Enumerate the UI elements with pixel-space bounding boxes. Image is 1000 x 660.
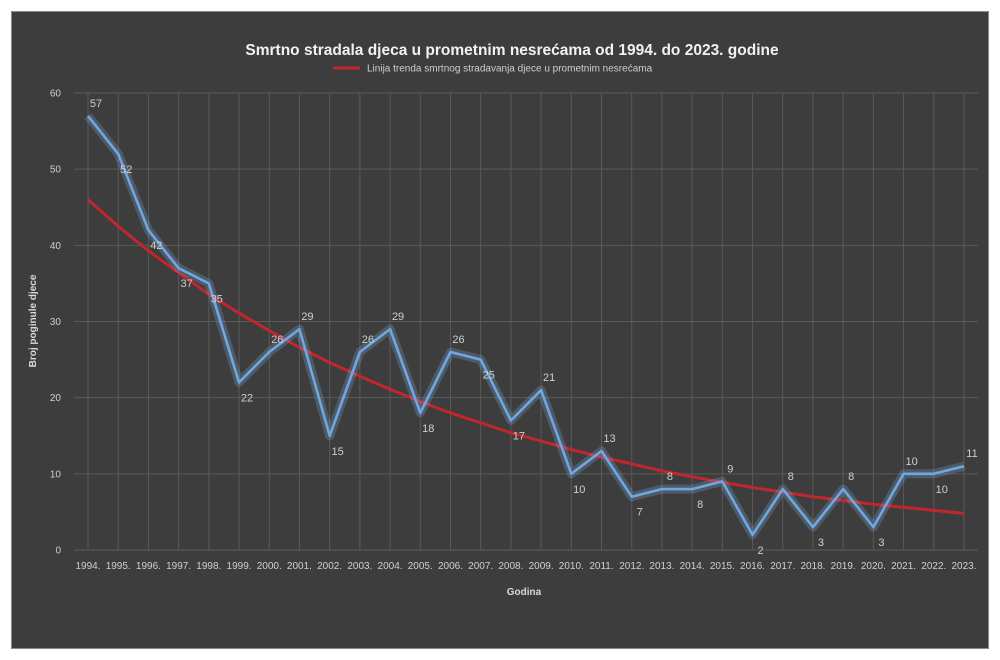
series-line bbox=[86, 115, 965, 537]
x-tick-label: 2021. bbox=[891, 561, 916, 572]
x-tick-label: 1997. bbox=[166, 561, 191, 572]
data-label: 29 bbox=[301, 311, 313, 323]
y-tick-label: 30 bbox=[50, 317, 62, 328]
x-tick-label: 2015. bbox=[710, 561, 735, 572]
data-label: 10 bbox=[936, 484, 948, 496]
data-label: 35 bbox=[211, 293, 223, 305]
data-label: 2 bbox=[757, 545, 763, 557]
x-tick-label: 2003. bbox=[347, 561, 372, 572]
data-label: 57 bbox=[90, 98, 102, 110]
y-axis-title: Broj poginule djece bbox=[28, 274, 39, 367]
x-tick-label: 1996. bbox=[136, 561, 161, 572]
data-label: 26 bbox=[362, 334, 374, 346]
legend-trend-label: Linija trenda smrtnog stradavanja djece … bbox=[367, 64, 653, 75]
data-label: 25 bbox=[483, 370, 495, 382]
data-label: 8 bbox=[697, 499, 703, 511]
grid-layer bbox=[74, 92, 978, 551]
x-tick-label: 2023. bbox=[951, 561, 976, 572]
x-tick-label: 2012. bbox=[619, 561, 644, 572]
x-tick-label: 2020. bbox=[861, 561, 886, 572]
x-tick-label: 2007. bbox=[468, 561, 493, 572]
x-tick-label: 1995. bbox=[106, 561, 131, 572]
data-label: 37 bbox=[180, 278, 192, 290]
x-axis-title: Godina bbox=[507, 587, 542, 598]
data-label: 7 bbox=[637, 507, 643, 519]
chart-frame: Smrtno stradala djeca u prometnim nesreć… bbox=[11, 11, 989, 649]
x-tick-label: 2000. bbox=[257, 561, 282, 572]
trend-line bbox=[87, 198, 965, 515]
x-tick-label: 2022. bbox=[921, 561, 946, 572]
data-label: 13 bbox=[603, 433, 615, 445]
y-tick-label: 0 bbox=[55, 546, 61, 557]
data-label: 10 bbox=[573, 484, 585, 496]
x-tick-label: 2016. bbox=[740, 561, 765, 572]
x-tick-label: 2011. bbox=[589, 561, 613, 572]
data-label: 8 bbox=[788, 471, 794, 483]
data-label: 9 bbox=[727, 463, 733, 475]
x-tick-label: 2009. bbox=[529, 561, 554, 572]
data-label: 8 bbox=[667, 471, 673, 483]
x-tick-label: 2017. bbox=[770, 561, 795, 572]
data-label: 3 bbox=[878, 537, 884, 549]
x-tick-label: 1999. bbox=[227, 561, 252, 572]
x-tick-label: 1994. bbox=[75, 561, 100, 572]
chart-svg: Smrtno stradala djeca u prometnim nesreć… bbox=[28, 42, 978, 598]
data-label: 15 bbox=[332, 446, 344, 458]
x-tick-label: 2001. bbox=[287, 561, 312, 572]
x-tick-label: 2014. bbox=[680, 561, 705, 572]
data-label: 22 bbox=[241, 392, 253, 404]
data-label: 18 bbox=[422, 423, 434, 435]
x-tick-label: 2005. bbox=[408, 561, 433, 572]
y-tick-label: 50 bbox=[50, 165, 62, 176]
data-label: 3 bbox=[818, 537, 824, 549]
data-label: 52 bbox=[120, 164, 132, 176]
data-label: 21 bbox=[543, 372, 555, 384]
y-tick-label: 20 bbox=[50, 393, 62, 404]
x-tick-labels: 1994. 1995. 1996. 1997. 1998. 1999. 2000. 2001.… bbox=[75, 561, 976, 572]
data-label: 26 bbox=[271, 334, 283, 346]
x-tick-label: 2019. bbox=[831, 561, 856, 572]
data-label: 17 bbox=[513, 431, 525, 443]
x-tick-label: 2013. bbox=[649, 561, 674, 572]
y-tick-label: 40 bbox=[50, 241, 62, 252]
x-tick-label: 2004. bbox=[378, 561, 403, 572]
x-tick-label: 1998. bbox=[196, 561, 221, 572]
y-tick-label: 10 bbox=[50, 469, 62, 480]
series-layer bbox=[84, 113, 966, 540]
data-label: 42 bbox=[150, 240, 162, 252]
data-label: 29 bbox=[392, 311, 404, 323]
data-label: 10 bbox=[905, 456, 917, 468]
data-label: 26 bbox=[452, 334, 464, 346]
series-line-glow bbox=[84, 113, 966, 540]
y-tick-labels: 0 10 20 30 40 50 60 bbox=[50, 89, 62, 557]
data-label: 8 bbox=[848, 471, 854, 483]
x-tick-label: 2002. bbox=[317, 561, 342, 572]
data-label: 11 bbox=[966, 448, 977, 460]
x-tick-label: 2008. bbox=[498, 561, 523, 572]
x-tick-label: 2010. bbox=[559, 561, 584, 572]
y-tick-label: 60 bbox=[50, 89, 62, 100]
x-tick-label: 2006. bbox=[438, 561, 463, 572]
data-labels: 57 52 42 37 35 22 26 29 15 26 29 18 26 25 17 21 10 13 7 8 8 9… bbox=[90, 98, 978, 557]
x-tick-label: 2018. bbox=[800, 561, 825, 572]
chart-title: Smrtno stradala djeca u prometnim nesreć… bbox=[245, 42, 779, 59]
